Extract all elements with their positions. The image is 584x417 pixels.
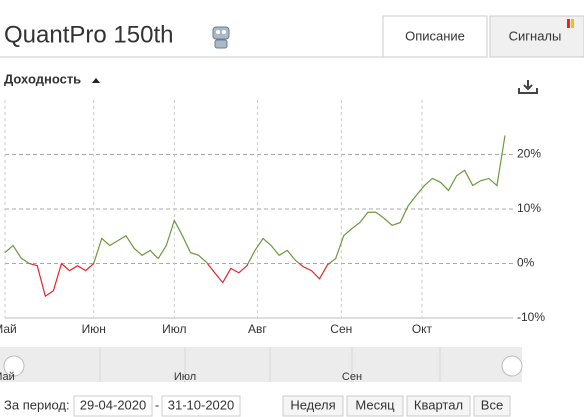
download-button[interactable] [518,80,538,94]
x-tick-label: Июл [162,322,186,336]
range-button[interactable] [282,395,344,417]
line-positive [4,135,506,264]
range-button[interactable] [406,395,471,417]
x-tick-label: Окт [412,322,433,336]
tab-label[interactable]: Описание [405,28,465,43]
x-tick-label: Авг [248,322,267,336]
date-separator: - [155,397,159,412]
range-button-label[interactable]: Неделя [290,397,335,412]
section-title: Доходность [4,71,81,86]
range-button[interactable] [473,395,511,417]
y-tick-label: 0% [517,256,535,270]
range-button[interactable] [346,395,404,417]
flag-icon [567,19,574,28]
date-from[interactable]: 29-04-2020 [80,397,147,412]
x-tick-label: Сен [330,322,352,336]
period-label: За период: [4,397,70,412]
navigator-handle[interactable] [501,355,523,377]
robot-icon [212,26,230,49]
y-tick-label: 20% [517,147,541,161]
sort-arrow [92,78,100,83]
line-negative [28,263,331,298]
tab-label[interactable]: Сигналы [509,28,562,43]
navigator-label: Май [0,371,15,383]
navigator-label: Июл [174,371,196,383]
tab[interactable] [382,15,488,58]
y-tick-label: 10% [517,201,541,215]
date-to[interactable]: 31-10-2020 [168,397,235,412]
range-button-label[interactable]: Месяц [355,397,395,412]
y-tick-label: -10% [517,310,545,324]
navigator[interactable] [0,347,522,382]
strategy-title: QuantPro 150th [4,21,173,48]
x-tick-label: Май [0,322,17,336]
navigator-handle[interactable] [3,355,25,377]
date-input[interactable] [73,395,153,417]
range-button-label[interactable]: Квартал [414,397,463,412]
navigator-label: Сен [342,371,362,383]
range-button-label[interactable]: Все [481,397,503,412]
x-tick-label: Июн [82,322,106,336]
date-input[interactable] [161,395,241,417]
